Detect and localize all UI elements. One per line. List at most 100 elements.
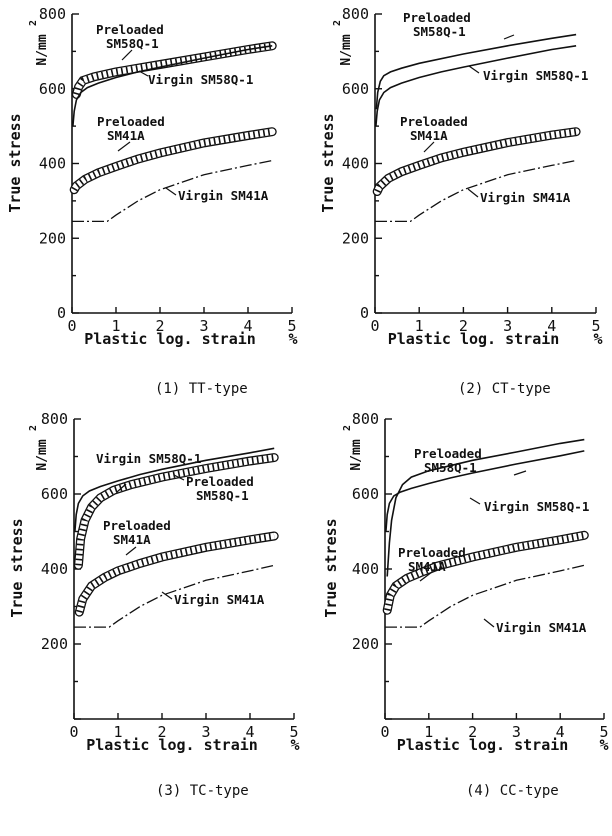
annotation-text: Preloaded [398,545,466,560]
series-preloaded-sm41a [382,530,589,615]
y-unit-label: N/mm [349,439,364,470]
x-axis-label: Plastic log. strain [388,330,560,348]
y-axis-label: True stress [8,518,26,617]
x-axis-label: Plastic log. strain [397,736,569,754]
annotation-text: Virgin SM58Q-1 [484,499,589,514]
annotation-text: SM58Q-1 [424,460,477,475]
curve-annotation: Virgin SM58Q-1 [468,65,588,83]
x-tick-label: 3 [503,317,512,335]
x-tick-label: 2 [468,723,477,741]
annotation-text: Virgin SM41A [496,620,587,635]
panel-caption: (3) TC-type [156,783,249,799]
y-unit-exponent: 2 [28,20,39,26]
x-tick-label: 3 [512,723,521,741]
x-tick-label: 5 [591,317,600,335]
y-tick-label: 400 [41,560,68,578]
x-tick-label: 4 [245,723,254,741]
x-unit-label: % [599,736,608,754]
series-preloaded-sm58q-1 [386,438,585,577]
panel-caption: (4) CC-type [466,783,559,799]
x-tick-label: 4 [556,723,565,741]
series-virgin-sm58q-1 [385,450,585,532]
y-tick-label: 200 [41,635,68,653]
y-tick-label: 400 [352,560,379,578]
x-tick-label: 1 [415,317,424,335]
band-outline [69,127,277,195]
y-axis-label: True stress [322,518,340,617]
x-tick-label: 1 [111,317,120,335]
curve-annotation: Virgin SM41A [467,188,571,205]
annotation-leader-line [423,141,435,153]
annotation-leader-line [467,188,479,198]
curve-annotation: Virgin SM58Q-1 [138,70,253,87]
annotation-leader-line [513,470,527,476]
y-unit-exponent: 2 [332,20,343,26]
annotation-text: SM58Q-1 [106,36,159,51]
y-tick-label: 600 [41,485,68,503]
annotation-leader-line [125,546,137,556]
annotation-leader-line [173,474,185,481]
annotation-text: Preloaded [96,22,164,37]
curve-annotation: Virgin SM58Q-1 [96,451,201,493]
x-tick-label: 3 [201,723,210,741]
y-unit-label: N/mm [339,34,354,65]
annotation-text: SM41A [410,128,448,143]
curve-annotation: Virgin SM41A [161,591,265,607]
series-virgin-sm58q-1 [375,45,577,127]
y-tick-label: 600 [342,80,369,98]
series-virgin-sm58q-1 [74,447,275,532]
x-unit-label: % [290,736,299,754]
annotation-text: Virgin SM58Q-1 [148,72,253,87]
x-tick-label: 2 [155,317,164,335]
series-preloaded-sm58q-1 [71,41,277,99]
x-tick-label: 3 [199,317,208,335]
panel-caption: (2) CT-type [458,381,551,397]
series-virgin-sm41a [385,564,585,628]
annotation-text: Preloaded [414,446,482,461]
y-tick-label: 200 [352,635,379,653]
y-axis-label: True stress [319,113,337,212]
curve-annotation: Virgin SM41A [165,187,269,203]
y-unit-exponent: 2 [342,425,353,431]
y-axis-label: True stress [6,113,24,212]
band-hatching [73,42,273,96]
x-tick-label: 2 [157,723,166,741]
annotation-leader-line [469,497,481,505]
y-tick-label: 600 [39,80,66,98]
series-preloaded-sm41a [69,127,277,195]
y-tick-label: 400 [342,155,369,173]
annotation-text: Preloaded [403,10,471,25]
annotation-text: Preloaded [186,474,254,489]
annotation-leader-line [161,591,173,600]
y-unit-exponent: 2 [28,425,39,431]
annotation-leader-line [116,483,127,493]
x-tick-label: 0 [370,317,379,335]
annotation-text: SM41A [107,128,145,143]
annotation-text: Preloaded [103,518,171,533]
annotation-text: SM58Q-1 [413,24,466,39]
x-tick-label: 5 [287,317,296,335]
y-unit-label: N/mm [35,34,50,65]
annotation-leader-line [468,65,480,74]
series-preloaded-sm41a [372,127,581,196]
x-tick-label: 1 [113,723,122,741]
y-tick-label: 0 [360,304,369,322]
band-hatching [71,128,273,192]
y-tick-label: 800 [342,5,369,23]
x-tick-label: 4 [547,317,556,335]
series-preloaded-sm58q-1 [375,33,577,110]
y-tick-label: 800 [39,5,66,23]
annotation-text: Virgin SM41A [480,190,571,205]
annotation-text: Preloaded [400,114,468,129]
